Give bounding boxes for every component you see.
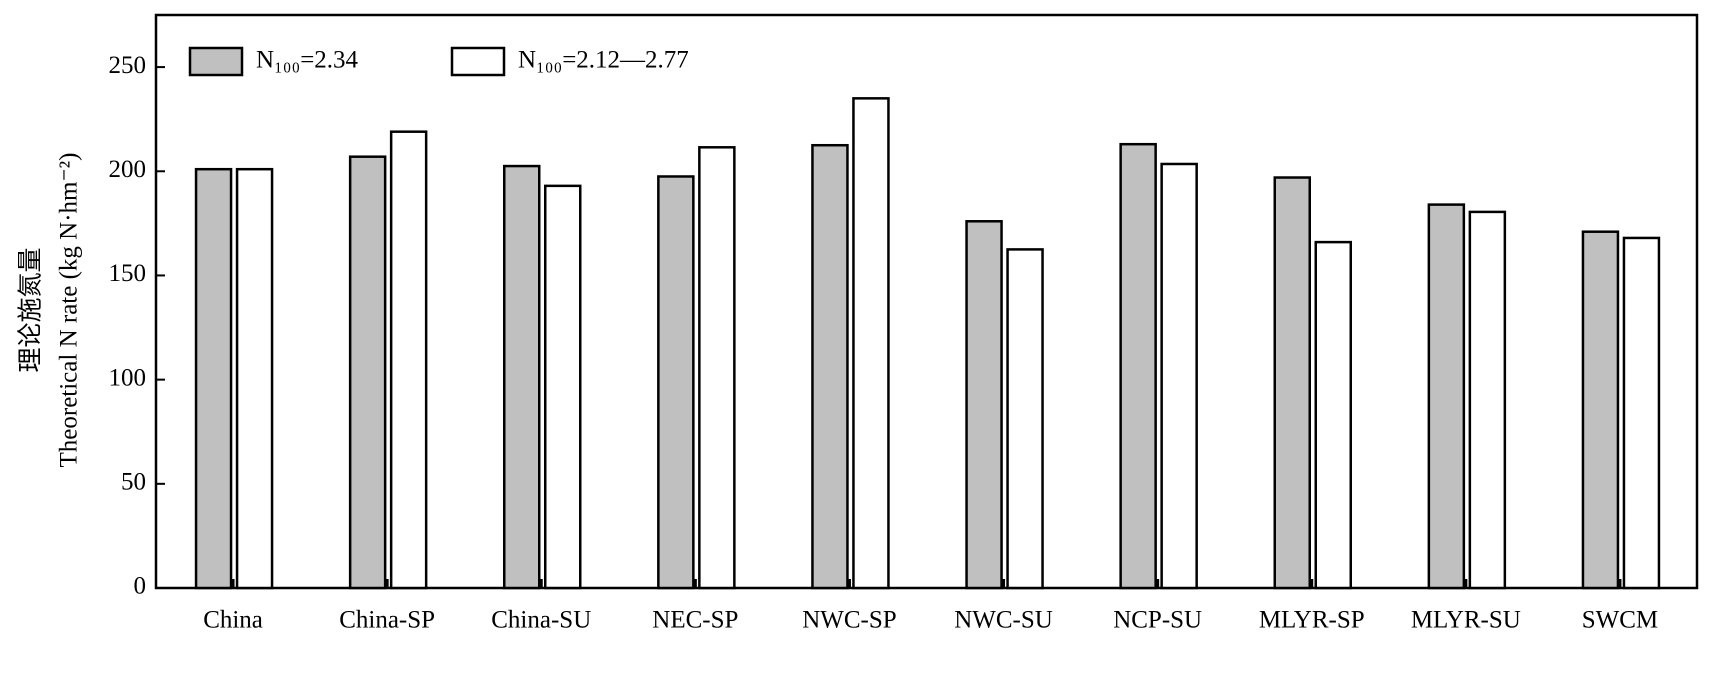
bar	[965, 220, 1003, 590]
bar	[1119, 142, 1157, 590]
x-tick-label: SWCM	[1582, 607, 1658, 634]
legend-label: N₁₀₀=2.34	[256, 47, 359, 74]
bar	[194, 167, 233, 590]
x-tick-label: MLYR-SU	[1411, 607, 1521, 634]
bar	[1006, 248, 1044, 590]
bar	[657, 175, 695, 590]
x-tick-label: NWC-SU	[954, 607, 1053, 634]
y-tick-label: 50	[121, 469, 146, 496]
y-tick-label: 200	[109, 156, 147, 183]
bar	[1427, 203, 1466, 590]
x-tick-label: NWC-SP	[802, 607, 896, 634]
legend-swatch	[188, 46, 244, 77]
bar	[852, 97, 890, 590]
y-tick-label: 250	[109, 52, 147, 79]
bar	[503, 164, 541, 590]
bar	[389, 130, 428, 590]
y-axis-label: Theoretical N rate (kg N·hm⁻²)	[56, 152, 83, 467]
bar	[1160, 162, 1198, 590]
bar	[698, 146, 736, 590]
x-tick-label: China-SU	[491, 607, 591, 634]
x-tick-label: China-SP	[339, 607, 435, 634]
legend-label: N₁₀₀=2.12—2.77	[518, 47, 689, 74]
y-tick-label: 150	[109, 260, 147, 287]
plot-frame	[154, 13, 1699, 590]
y-tick-label: 100	[109, 364, 147, 391]
legend-swatch	[450, 46, 506, 77]
x-tick-label: China	[203, 607, 263, 634]
x-tick-label: NCP-SU	[1113, 607, 1202, 634]
bar	[1314, 240, 1352, 590]
bar	[1581, 230, 1620, 590]
y-axis-label: 理论施氮量	[17, 247, 45, 372]
bar	[544, 184, 582, 590]
bar	[348, 155, 387, 590]
x-tick-label: NEC-SP	[652, 607, 738, 634]
y-tick-label: 0	[134, 573, 147, 600]
bar	[1622, 236, 1661, 590]
x-tick-label: MLYR-SP	[1259, 607, 1365, 634]
bar	[1468, 210, 1507, 590]
bar	[235, 167, 274, 590]
bar	[811, 143, 849, 590]
bar	[1273, 176, 1311, 590]
